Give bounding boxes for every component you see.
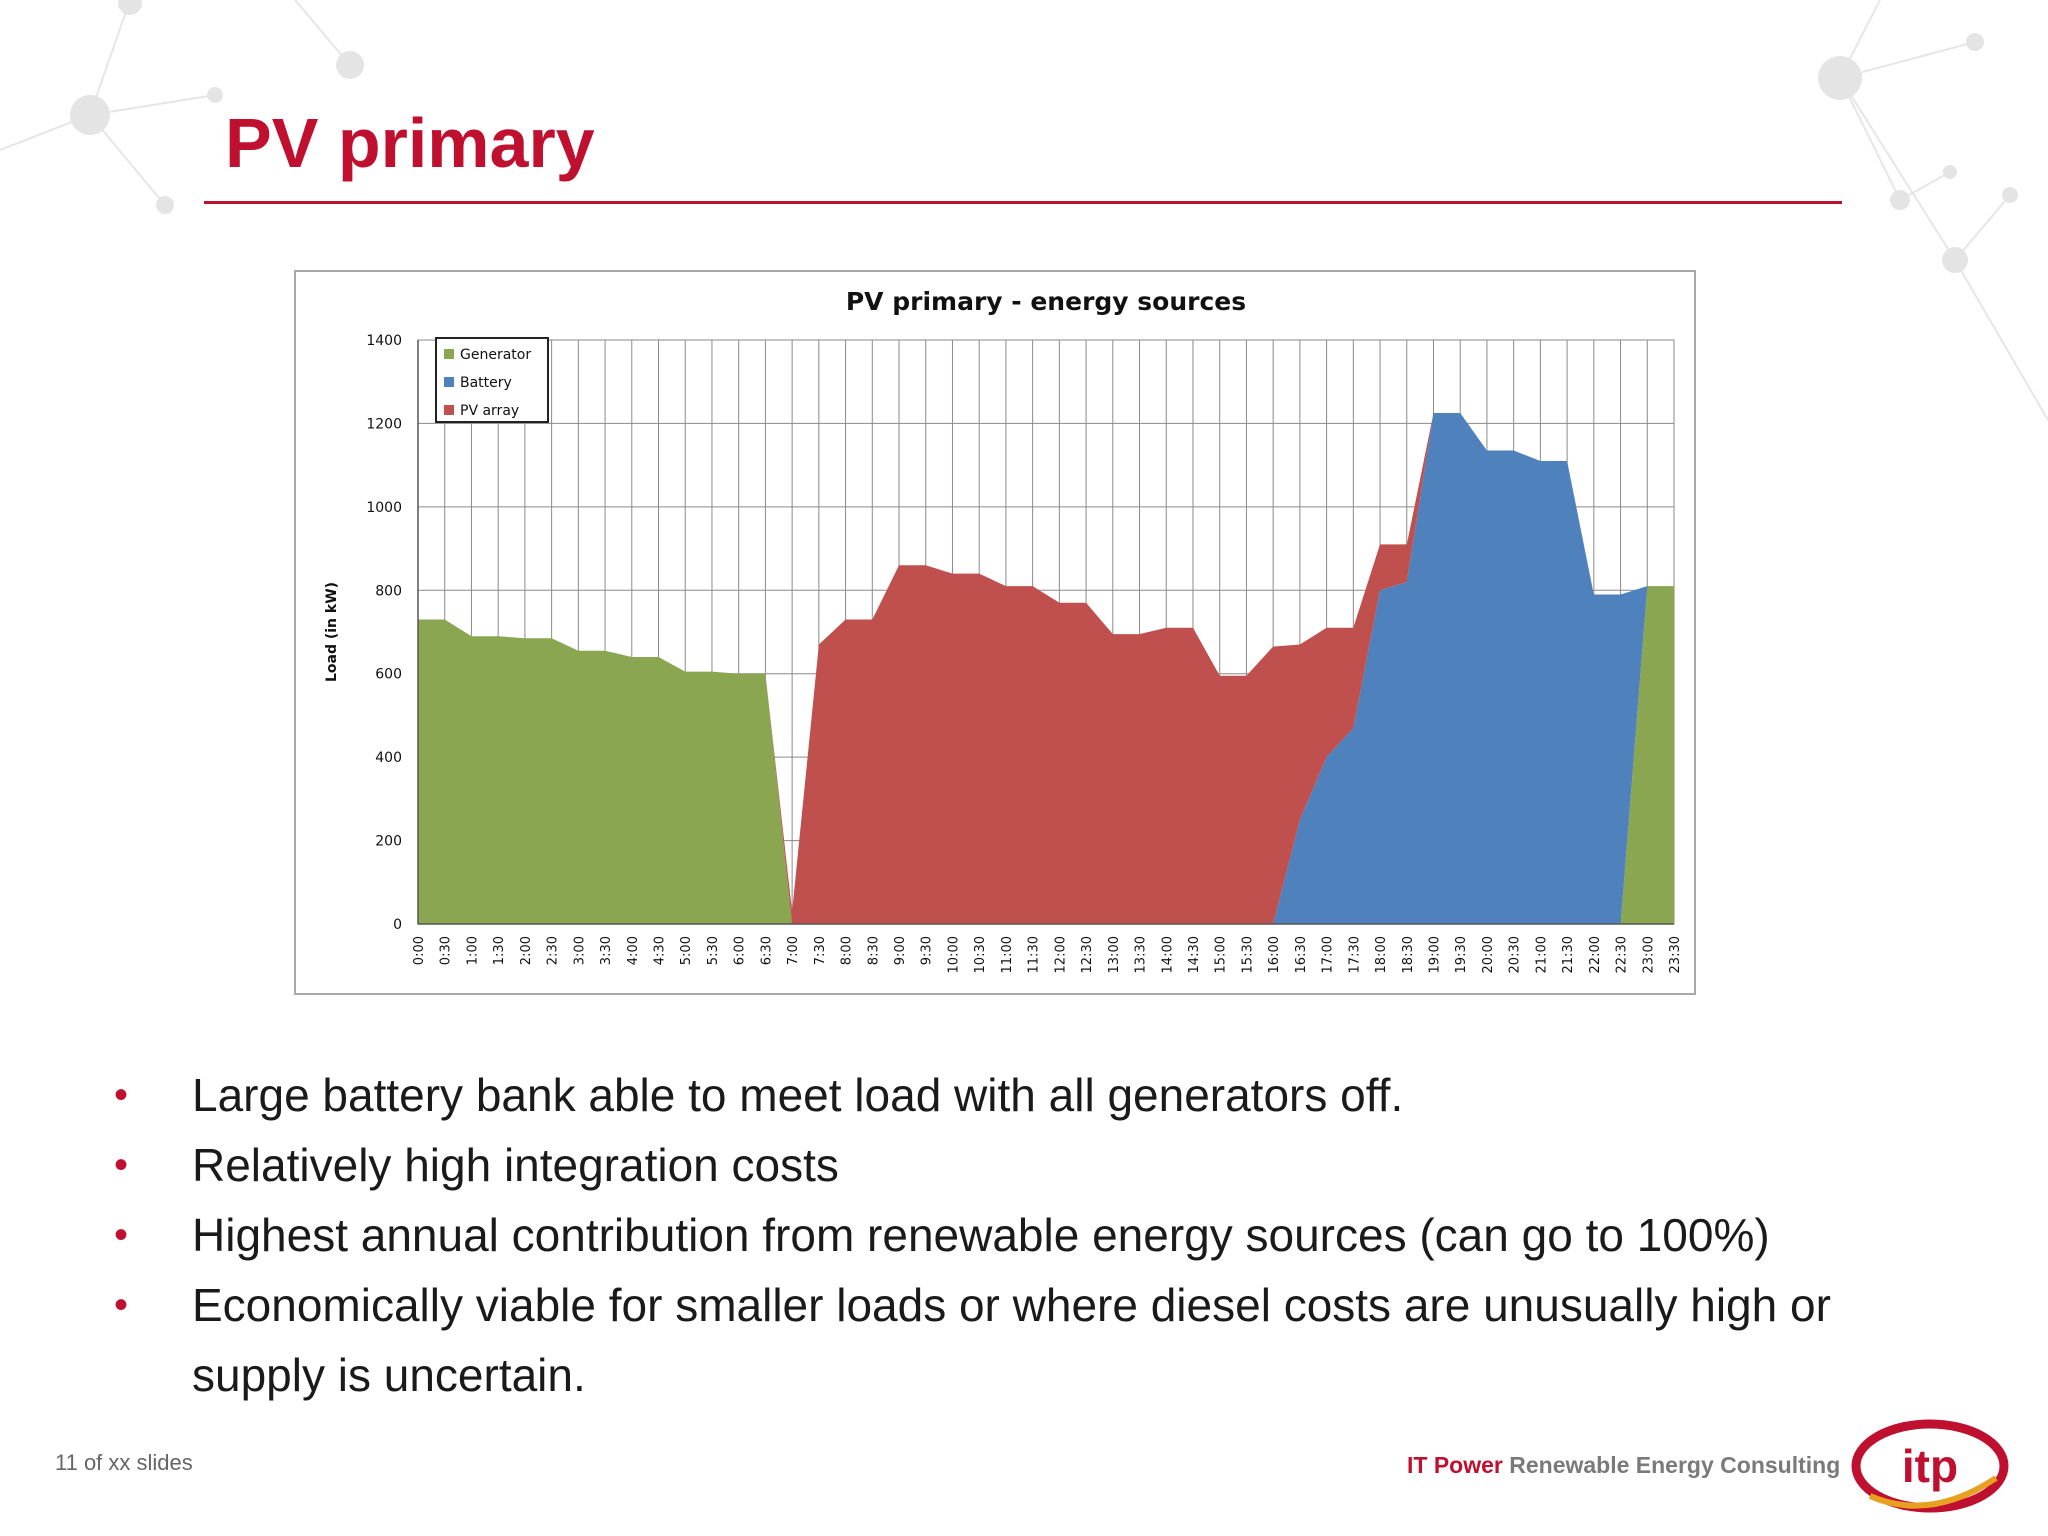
legend-box (435, 337, 549, 423)
x-tick-label: 21:00 (1534, 936, 1549, 973)
y-tick-label: 1400 (366, 333, 402, 349)
bullet-text: Highest annual contribution from renewab… (192, 1209, 1770, 1261)
x-tick-label: 22:00 (1588, 936, 1603, 973)
bullet-list: • Large battery bank able to meet load wi… (110, 1060, 1910, 1410)
x-tick-label: 13:30 (1134, 936, 1149, 973)
x-tick-label: 8:30 (866, 936, 881, 965)
itp-logo-icon: itp (1851, 1419, 2009, 1513)
x-tick-label: 22:30 (1615, 936, 1630, 973)
x-tick-label: 20:00 (1481, 936, 1496, 973)
x-tick-label: 10:30 (973, 936, 988, 973)
chart-title: PV primary - energy sources (846, 287, 1246, 316)
bullet-text: Large battery bank able to meet load wit… (192, 1069, 1404, 1121)
x-tick-label: 18:00 (1374, 936, 1389, 973)
x-tick-label: 21:30 (1561, 936, 1576, 973)
x-tick-label: 11:30 (1027, 936, 1042, 973)
bullet-dot-icon: • (114, 1213, 129, 1257)
y-tick-label: 800 (375, 583, 402, 599)
bullet-item: • Large battery bank able to meet load wi… (110, 1060, 1910, 1130)
x-tick-label: 23:00 (1641, 936, 1656, 973)
x-tick-label: 4:00 (626, 936, 641, 965)
x-tick-label: 3:30 (599, 936, 614, 965)
x-tick-label: 5:30 (706, 936, 721, 965)
y-tick-label: 0 (393, 917, 402, 933)
x-tick-label: 0:30 (439, 936, 454, 965)
brand-tagline: Renewable Energy Consulting (1509, 1452, 1841, 1478)
x-tick-label: 9:00 (893, 936, 908, 965)
logo-text: itp (1902, 1440, 1958, 1492)
x-tick-label: 17:00 (1321, 936, 1336, 973)
y-tick-label: 600 (375, 667, 402, 683)
x-tick-label: 23:30 (1668, 936, 1683, 973)
x-tick-label: 17:30 (1347, 936, 1362, 973)
x-tick-label: 19:30 (1454, 936, 1469, 973)
x-tick-label: 7:30 (813, 936, 828, 965)
x-tick-label: 1:30 (492, 936, 507, 965)
x-tick-label: 16:00 (1267, 936, 1282, 973)
y-tick-label: 200 (375, 834, 402, 850)
bullet-dot-icon: • (114, 1283, 129, 1327)
x-tick-label: 8:00 (840, 936, 855, 965)
y-tick-label: 400 (375, 750, 402, 766)
x-tick-label: 6:00 (733, 936, 748, 965)
x-tick-label: 13:00 (1107, 936, 1122, 973)
x-tick-label: 4:30 (653, 936, 668, 965)
x-tick-label: 5:00 (679, 936, 694, 965)
x-tick-label: 1:00 (465, 936, 480, 965)
x-tick-label: 12:30 (1080, 936, 1095, 973)
area-series-battery (418, 413, 1674, 924)
stacked-area-chart: PV primary - energy sources 0 200 400 600 800… (324, 287, 1683, 973)
bullet-item: • Highest annual contribution from renewa… (110, 1200, 1910, 1270)
x-tick-label: 3:00 (572, 936, 587, 965)
x-tick-label: 19:00 (1427, 936, 1442, 973)
y-tick-label: 1000 (366, 500, 402, 516)
area-series-generator (418, 586, 1674, 924)
x-tick-label: 0:00 (412, 936, 427, 965)
area-series-pv-array (418, 413, 1674, 924)
bullet-text: Economically viable for smaller loads or… (192, 1279, 1831, 1401)
legend-label: Generator (460, 347, 531, 363)
x-tick-label: 15:00 (1214, 936, 1229, 973)
title-divider (204, 201, 1842, 204)
y-axis-label: Load (in kW) (324, 582, 340, 682)
x-tick-label: 9:30 (920, 936, 935, 965)
x-tick-label: 15:30 (1240, 936, 1255, 973)
x-tick-label: 18:30 (1401, 936, 1416, 973)
x-tick-label: 14:00 (1160, 936, 1175, 973)
x-tick-label: 6:30 (759, 936, 774, 965)
legend-label: Battery (460, 375, 512, 391)
x-tick-label: 2:00 (519, 936, 534, 965)
legend-swatch (444, 377, 454, 387)
legend-label: PV array (460, 403, 519, 419)
x-tick-label: 20:30 (1508, 936, 1523, 973)
x-tick-label: 2:30 (546, 936, 561, 965)
y-tick-label: 1200 (366, 416, 402, 432)
x-tick-label: 14:30 (1187, 936, 1202, 973)
bullet-dot-icon: • (114, 1143, 129, 1187)
slide-counter: 11 of xx slides (55, 1450, 193, 1475)
bullet-text: Relatively high integration costs (192, 1139, 839, 1191)
bullet-item: • Relatively high integration costs (110, 1130, 1910, 1200)
x-tick-label: 16:30 (1294, 936, 1309, 973)
x-tick-label: 12:00 (1053, 936, 1068, 973)
x-tick-label: 7:00 (786, 936, 801, 965)
chart-container: PV primary - energy sources 0 200 400 600 800… (294, 270, 1696, 995)
x-tick-label: 11:00 (1000, 936, 1015, 973)
bullet-item: • Economically viable for smaller loads o… (110, 1270, 1910, 1410)
x-tick-label: 10:00 (946, 936, 961, 973)
brand-name: IT Power (1407, 1452, 1503, 1478)
brand-text: IT Power Renewable Energy Consulting (1407, 1452, 1840, 1479)
legend-swatch (444, 405, 454, 415)
slide-title: PV primary (225, 104, 595, 182)
legend-swatch (444, 349, 454, 359)
bullet-dot-icon: • (114, 1073, 129, 1117)
